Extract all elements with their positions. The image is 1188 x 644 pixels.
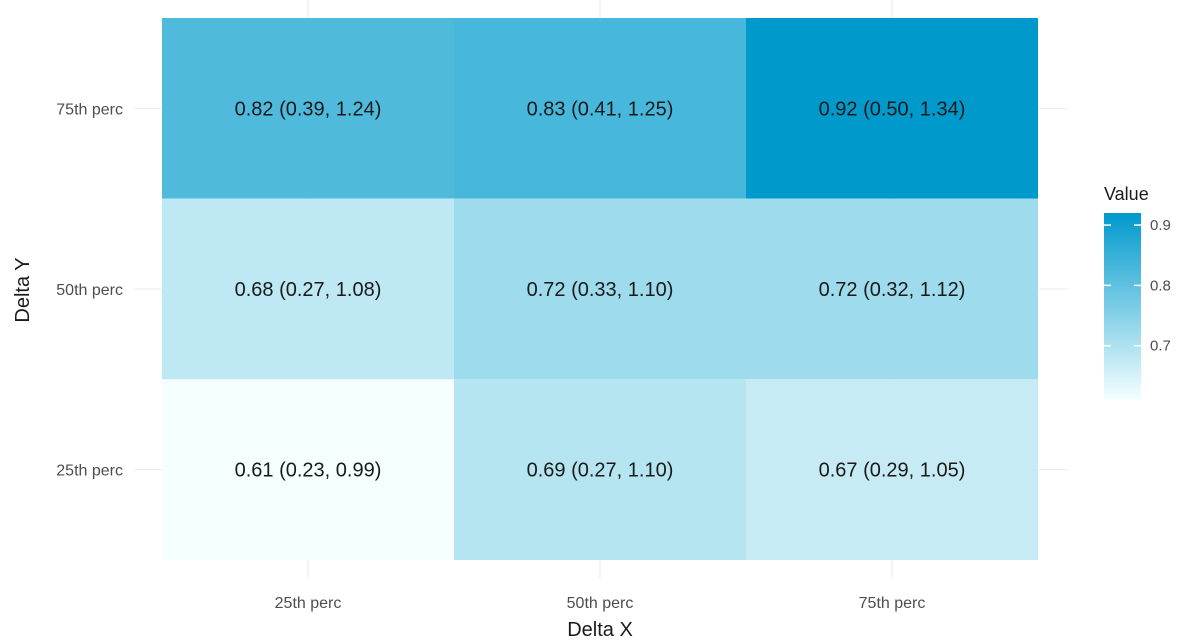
heatmap-cell	[162, 198, 454, 380]
cell-value-label: 0.72 (0.33, 1.10)	[527, 279, 674, 301]
legend-tick-label: 0.9	[1150, 217, 1171, 234]
y-tick-label: 50th perc	[56, 282, 123, 299]
x-axis-ticks: 25th perc 50th perc 75th perc	[275, 595, 926, 612]
heatmap-cell	[746, 379, 1038, 560]
legend-colorbar	[1104, 213, 1141, 400]
legend-tick-label: 0.7	[1150, 338, 1171, 355]
x-tick-label: 50th perc	[567, 595, 634, 612]
heatmap-cells	[162, 18, 1038, 560]
color-legend: Value 0.7 0.8 0.9	[1104, 184, 1171, 400]
heatmap-cell	[454, 379, 746, 560]
cell-value-label: 0.67 (0.29, 1.05)	[819, 460, 966, 482]
heatmap-cell	[746, 198, 1038, 380]
x-tick-label: 25th perc	[275, 595, 342, 612]
cell-value-label: 0.82 (0.39, 1.24)	[235, 98, 382, 120]
cell-value-label: 0.61 (0.23, 0.99)	[235, 460, 382, 482]
heatmap-cell	[162, 379, 454, 560]
cell-value-label: 0.68 (0.27, 1.08)	[235, 279, 382, 301]
x-tick-label: 75th perc	[859, 595, 926, 612]
heatmap-cell	[454, 198, 746, 380]
cell-value-label: 0.72 (0.32, 1.12)	[819, 279, 966, 301]
cell-value-label: 0.69 (0.27, 1.10)	[527, 460, 674, 482]
y-axis-title: Delta Y	[12, 257, 34, 322]
x-axis-title: Delta X	[567, 619, 633, 641]
y-tick-label: 75th perc	[56, 101, 123, 118]
cell-value-label: 0.83 (0.41, 1.25)	[527, 98, 674, 120]
cell-labels: 0.82 (0.39, 1.24) 0.83 (0.41, 1.25) 0.92 (…	[235, 98, 966, 481]
legend-tick-label: 0.8	[1150, 277, 1171, 294]
heatmap-cell	[162, 18, 454, 199]
y-tick-label: 25th perc	[56, 463, 123, 480]
heatmap-cell	[746, 18, 1038, 199]
legend-ticks: 0.7 0.8 0.9	[1104, 217, 1171, 355]
y-axis-ticks: 25th perc 50th perc 75th perc	[56, 101, 123, 479]
heatmap-cell	[454, 18, 746, 199]
cell-value-label: 0.92 (0.50, 1.34)	[819, 98, 966, 120]
legend-title: Value	[1104, 184, 1149, 204]
